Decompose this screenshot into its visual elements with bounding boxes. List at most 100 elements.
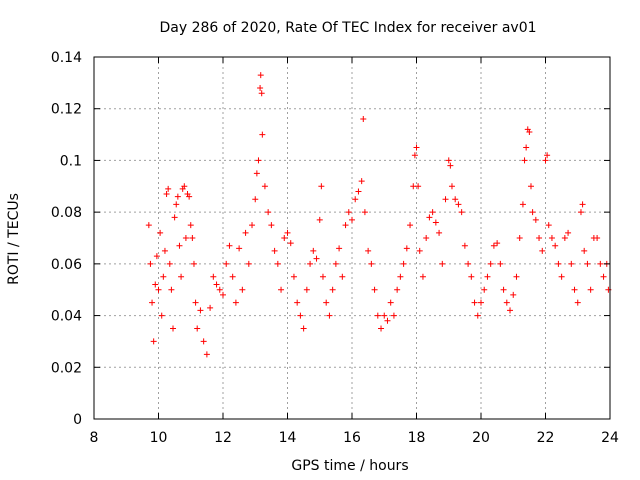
- data-point: [342, 222, 349, 229]
- data-point: [190, 260, 197, 267]
- data-point: [257, 85, 264, 92]
- data-point: [176, 242, 183, 249]
- data-point: [168, 286, 175, 293]
- data-point: [445, 157, 452, 164]
- data-point: [158, 312, 165, 319]
- data-point: [384, 317, 391, 324]
- data-point: [213, 281, 220, 288]
- data-point: [432, 219, 439, 226]
- data-point: [313, 255, 320, 262]
- data-point: [447, 162, 454, 169]
- data-point: [300, 325, 307, 332]
- data-point: [365, 247, 372, 254]
- data-point: [568, 260, 575, 267]
- data-point: [387, 299, 394, 306]
- x-tick-label: 22: [537, 430, 555, 446]
- data-point: [339, 273, 346, 280]
- data-point: [579, 201, 586, 208]
- data-point: [360, 116, 367, 123]
- data-point: [265, 209, 272, 216]
- y-tick-label: 0.14: [51, 50, 82, 66]
- data-point: [565, 229, 572, 236]
- data-point: [397, 273, 404, 280]
- data-point: [416, 247, 423, 254]
- data-point: [207, 304, 214, 311]
- data-point: [189, 235, 196, 241]
- data-point: [236, 245, 243, 252]
- data-point: [497, 260, 504, 267]
- y-tick-label: 0.1: [60, 153, 82, 169]
- data-point: [290, 273, 297, 280]
- data-point: [252, 196, 259, 203]
- y-tick-label: 0.06: [51, 257, 82, 273]
- data-point: [147, 260, 154, 267]
- x-tick-label: 24: [601, 430, 619, 446]
- data-point: [597, 260, 604, 267]
- data-point: [203, 351, 210, 358]
- data-point: [239, 286, 246, 293]
- x-tick-label: 10: [150, 430, 168, 446]
- data-point: [150, 338, 157, 345]
- data-point: [181, 183, 188, 190]
- data-point: [411, 152, 418, 159]
- data-point: [374, 312, 381, 319]
- data-point: [494, 240, 501, 247]
- data-point: [378, 325, 385, 332]
- x-tick-label: 12: [214, 430, 232, 446]
- data-point: [152, 281, 159, 288]
- y-tick-label: 0.12: [51, 102, 82, 118]
- data-point: [471, 299, 478, 306]
- data-point: [474, 312, 481, 319]
- data-point: [542, 157, 549, 164]
- data-point: [577, 209, 584, 216]
- data-point: [163, 191, 170, 198]
- data-point: [442, 196, 449, 203]
- data-point: [539, 247, 546, 254]
- data-point: [336, 245, 343, 252]
- data-point: [171, 214, 178, 221]
- data-point: [465, 260, 472, 267]
- data-point: [310, 247, 317, 254]
- data-point: [170, 325, 177, 332]
- data-point: [600, 273, 607, 280]
- data-point: [297, 312, 304, 319]
- data-point: [594, 235, 601, 241]
- data-point: [316, 216, 323, 223]
- data-point: [323, 299, 330, 306]
- data-point: [423, 235, 430, 241]
- data-point: [268, 222, 275, 229]
- data-point: [390, 312, 397, 319]
- data-point: [452, 196, 459, 203]
- data-point: [510, 291, 517, 298]
- x-tick-label: 20: [472, 430, 490, 446]
- data-point: [527, 183, 534, 190]
- x-tick-label: 16: [343, 430, 361, 446]
- data-point: [487, 260, 494, 267]
- data-point: [436, 229, 443, 236]
- data-point: [307, 260, 314, 267]
- data-point: [490, 242, 497, 249]
- data-point: [194, 325, 201, 332]
- data-point: [197, 307, 204, 314]
- x-tick-label: 8: [90, 430, 99, 446]
- data-point: [274, 260, 281, 267]
- data-point: [187, 222, 194, 229]
- data-point: [358, 178, 365, 185]
- data-point: [155, 286, 162, 293]
- data-point: [381, 312, 388, 319]
- data-point: [287, 240, 294, 247]
- data-point: [259, 131, 266, 138]
- data-point: [186, 193, 193, 200]
- data-point: [303, 286, 310, 293]
- data-point: [361, 209, 368, 216]
- data-point: [332, 260, 339, 267]
- axis-ticks: 8 10 12 14 16 18 20 22 24 0 0.02 0.04 0.06 0.08 0.1 0.1…: [51, 50, 619, 446]
- data-point: [571, 286, 578, 293]
- data-point: [281, 235, 288, 241]
- data-point: [294, 299, 301, 306]
- data-point: [415, 183, 422, 190]
- chart-title: Day 286 of 2020, Rate Of TEC Index for r…: [159, 20, 536, 36]
- data-point: [329, 286, 336, 293]
- data-point: [371, 286, 378, 293]
- data-point: [519, 201, 526, 208]
